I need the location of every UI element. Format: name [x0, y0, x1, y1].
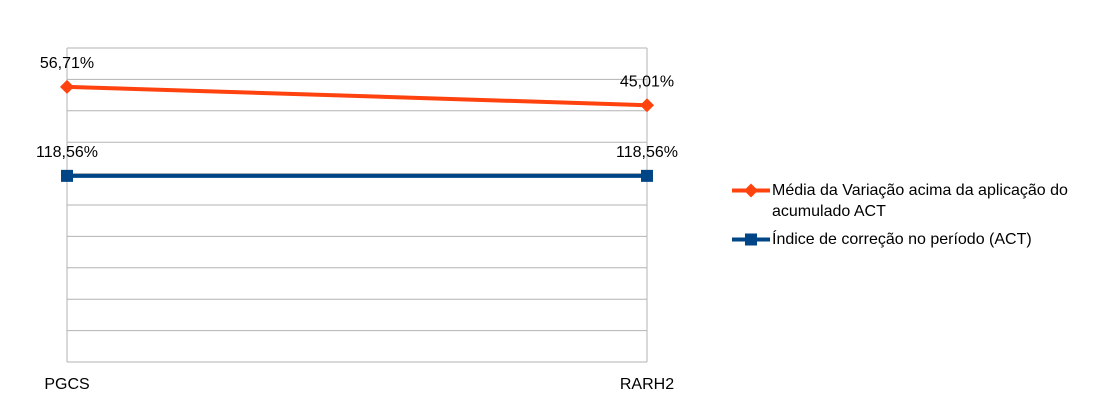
series-line [66, 84, 648, 108]
x-tick-label: RARH2 [620, 376, 674, 393]
data-label: 56,71% [40, 55, 94, 72]
marker [61, 169, 73, 182]
marker [641, 169, 653, 182]
data-label: 45,01% [620, 73, 674, 90]
legend: Média da Variação acima da aplicação do … [730, 180, 1100, 257]
legend-label: Média da Variação acima da aplicação do … [772, 182, 1068, 220]
x-tick-label: PGCS [44, 376, 89, 393]
marker [640, 98, 654, 113]
legend-key [732, 183, 770, 198]
legend-marker [744, 183, 758, 198]
marker [60, 79, 74, 94]
data-label: 118,56% [36, 144, 98, 161]
legend-key [732, 233, 770, 246]
data-label: 118,56% [616, 144, 678, 161]
legend-marker [745, 233, 757, 246]
legend-item: Índice de correção no período (ACT) [730, 229, 1100, 250]
legend-label: Índice de correção no período (ACT) [772, 231, 1032, 248]
legend-item: Média da Variação acima da aplicação do … [730, 180, 1100, 222]
